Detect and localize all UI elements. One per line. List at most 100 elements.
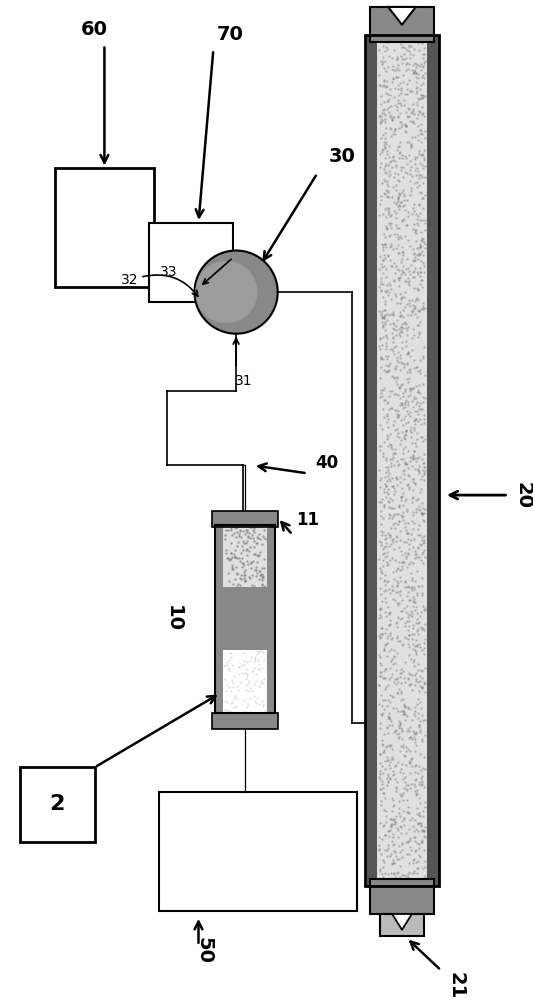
Point <box>417 537 425 553</box>
Point <box>384 671 393 687</box>
Point <box>395 380 403 396</box>
Point <box>416 246 424 262</box>
Point <box>398 334 407 350</box>
Point <box>421 65 430 81</box>
Point <box>376 609 385 625</box>
Point <box>395 429 403 445</box>
Point <box>227 522 235 538</box>
Point <box>377 114 385 130</box>
Point <box>394 120 403 136</box>
Point <box>415 836 423 852</box>
Point <box>407 572 416 588</box>
Point <box>411 708 419 724</box>
Point <box>258 560 266 576</box>
Point <box>378 773 386 789</box>
Point <box>385 710 393 726</box>
Point <box>395 87 403 103</box>
Point <box>409 852 418 868</box>
Point <box>409 200 417 216</box>
Point <box>390 552 399 568</box>
Point <box>385 277 394 293</box>
Point <box>249 663 257 679</box>
Point <box>384 573 392 589</box>
Point <box>384 363 392 379</box>
Text: 32: 32 <box>122 273 139 287</box>
Point <box>392 406 401 422</box>
Point <box>416 815 425 831</box>
Point <box>410 413 418 429</box>
Point <box>398 39 406 55</box>
Point <box>398 637 407 653</box>
Point <box>414 217 422 233</box>
Point <box>385 754 394 770</box>
Point <box>411 74 420 90</box>
Point <box>241 671 250 687</box>
Point <box>245 683 253 699</box>
Point <box>408 579 416 595</box>
Point <box>397 85 406 101</box>
Point <box>418 733 426 749</box>
Point <box>407 307 415 323</box>
Point <box>393 51 401 67</box>
Point <box>414 382 422 398</box>
Point <box>409 521 417 537</box>
Point <box>379 310 388 326</box>
Point <box>397 451 405 467</box>
Point <box>395 145 403 161</box>
Point <box>401 415 410 431</box>
Point <box>381 114 389 130</box>
Point <box>382 364 390 380</box>
Point <box>386 876 395 892</box>
Point <box>409 504 418 520</box>
Point <box>388 449 397 465</box>
Point <box>415 805 424 821</box>
Point <box>411 599 420 615</box>
Point <box>375 261 383 277</box>
Point <box>399 737 408 753</box>
Point <box>419 466 428 482</box>
Point <box>390 843 398 859</box>
Point <box>398 395 407 411</box>
Point <box>420 542 429 558</box>
Point <box>227 520 235 536</box>
Point <box>410 253 418 269</box>
Point <box>253 554 262 570</box>
Point <box>417 253 426 269</box>
Point <box>395 513 403 529</box>
Bar <box>223 650 267 712</box>
Point <box>385 660 394 676</box>
Point <box>397 489 405 505</box>
Point <box>389 798 398 814</box>
Point <box>419 234 428 250</box>
Point <box>377 494 385 510</box>
Point <box>250 533 259 549</box>
Text: 20: 20 <box>514 482 533 509</box>
Point <box>377 351 385 367</box>
Point <box>394 713 403 729</box>
Point <box>386 585 395 601</box>
Point <box>403 613 411 629</box>
Point <box>405 846 413 862</box>
Bar <box>55 168 154 287</box>
Point <box>410 246 418 262</box>
Point <box>381 530 390 546</box>
Point <box>386 239 394 255</box>
Point <box>389 334 397 350</box>
Point <box>421 240 429 256</box>
Point <box>416 668 424 684</box>
Point <box>400 519 409 535</box>
Point <box>416 62 425 78</box>
Point <box>227 695 235 711</box>
Point <box>259 644 267 660</box>
Point <box>251 649 259 665</box>
Point <box>416 245 424 261</box>
Point <box>375 837 383 853</box>
Point <box>384 48 393 64</box>
Point <box>387 112 396 128</box>
Point <box>384 462 392 478</box>
Point <box>381 842 389 858</box>
Point <box>397 307 406 323</box>
Point <box>421 712 430 728</box>
Point <box>406 832 415 848</box>
Point <box>398 835 406 851</box>
